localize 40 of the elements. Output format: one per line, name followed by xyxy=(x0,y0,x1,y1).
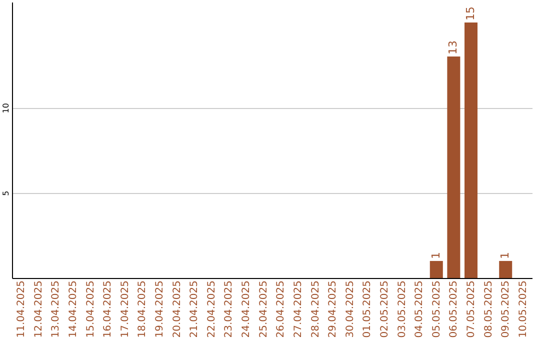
x-tick-label: 22.04.2025 xyxy=(206,280,218,338)
x-tick-label: 09.05.2025 xyxy=(500,280,512,338)
x-tick-label: 06.05.2025 xyxy=(448,280,460,338)
x-tick-label: 24.04.2025 xyxy=(241,280,252,338)
x-tick-label: 15.04.2025 xyxy=(85,280,96,338)
x-tick-label: 18.04.2025 xyxy=(137,280,148,338)
bar xyxy=(447,56,460,278)
x-tick-label: 02.05.2025 xyxy=(379,280,390,338)
x-tick-label: 13.04.2025 xyxy=(50,280,62,338)
x-tick-label: 17.04.2025 xyxy=(120,280,131,338)
x-tick-label: 27.04.2025 xyxy=(292,280,304,338)
x-tick-label: 30.04.2025 xyxy=(344,280,356,338)
x-tick-label: 16.04.2025 xyxy=(102,280,114,338)
y-tick-label: 5 xyxy=(2,190,10,196)
x-tick-label: 26.04.2025 xyxy=(276,280,287,338)
x-tick-label: 25.04.2025 xyxy=(258,280,270,338)
x-tick-label: 28.04.2025 xyxy=(310,280,322,338)
x-tick-label: 20.04.2025 xyxy=(172,280,183,338)
x-tick-label: 03.05.2025 xyxy=(396,280,408,338)
data-label: 13 xyxy=(446,40,460,55)
x-tick-label: 14.04.2025 xyxy=(68,280,79,338)
x-tick-label: 29.04.2025 xyxy=(328,280,339,338)
data-label: 1 xyxy=(498,252,512,259)
x-tick-label: 23.04.2025 xyxy=(224,280,235,338)
data-label: 15 xyxy=(464,6,477,20)
x-tick-label: 01.05.2025 xyxy=(362,280,374,338)
x-tick-label: 12.04.2025 xyxy=(33,280,44,338)
x-tick-label: 05.05.2025 xyxy=(431,280,442,338)
bar xyxy=(430,260,443,278)
x-tick-label: 21.04.2025 xyxy=(189,280,200,338)
y-tick-label: 10 xyxy=(2,103,10,114)
x-tick-label: 19.04.2025 xyxy=(154,280,166,338)
x-tick-label: 10.05.2025 xyxy=(518,280,529,338)
x-tick-label: 07.05.2025 xyxy=(466,280,477,338)
bar xyxy=(499,260,512,278)
x-tick-label: 11.04.2025 xyxy=(16,280,28,338)
x-tick-label: 04.05.2025 xyxy=(414,280,426,338)
x-tick-label: 08.05.2025 xyxy=(483,280,494,338)
data-label: 1 xyxy=(429,252,442,259)
bar xyxy=(464,22,478,278)
